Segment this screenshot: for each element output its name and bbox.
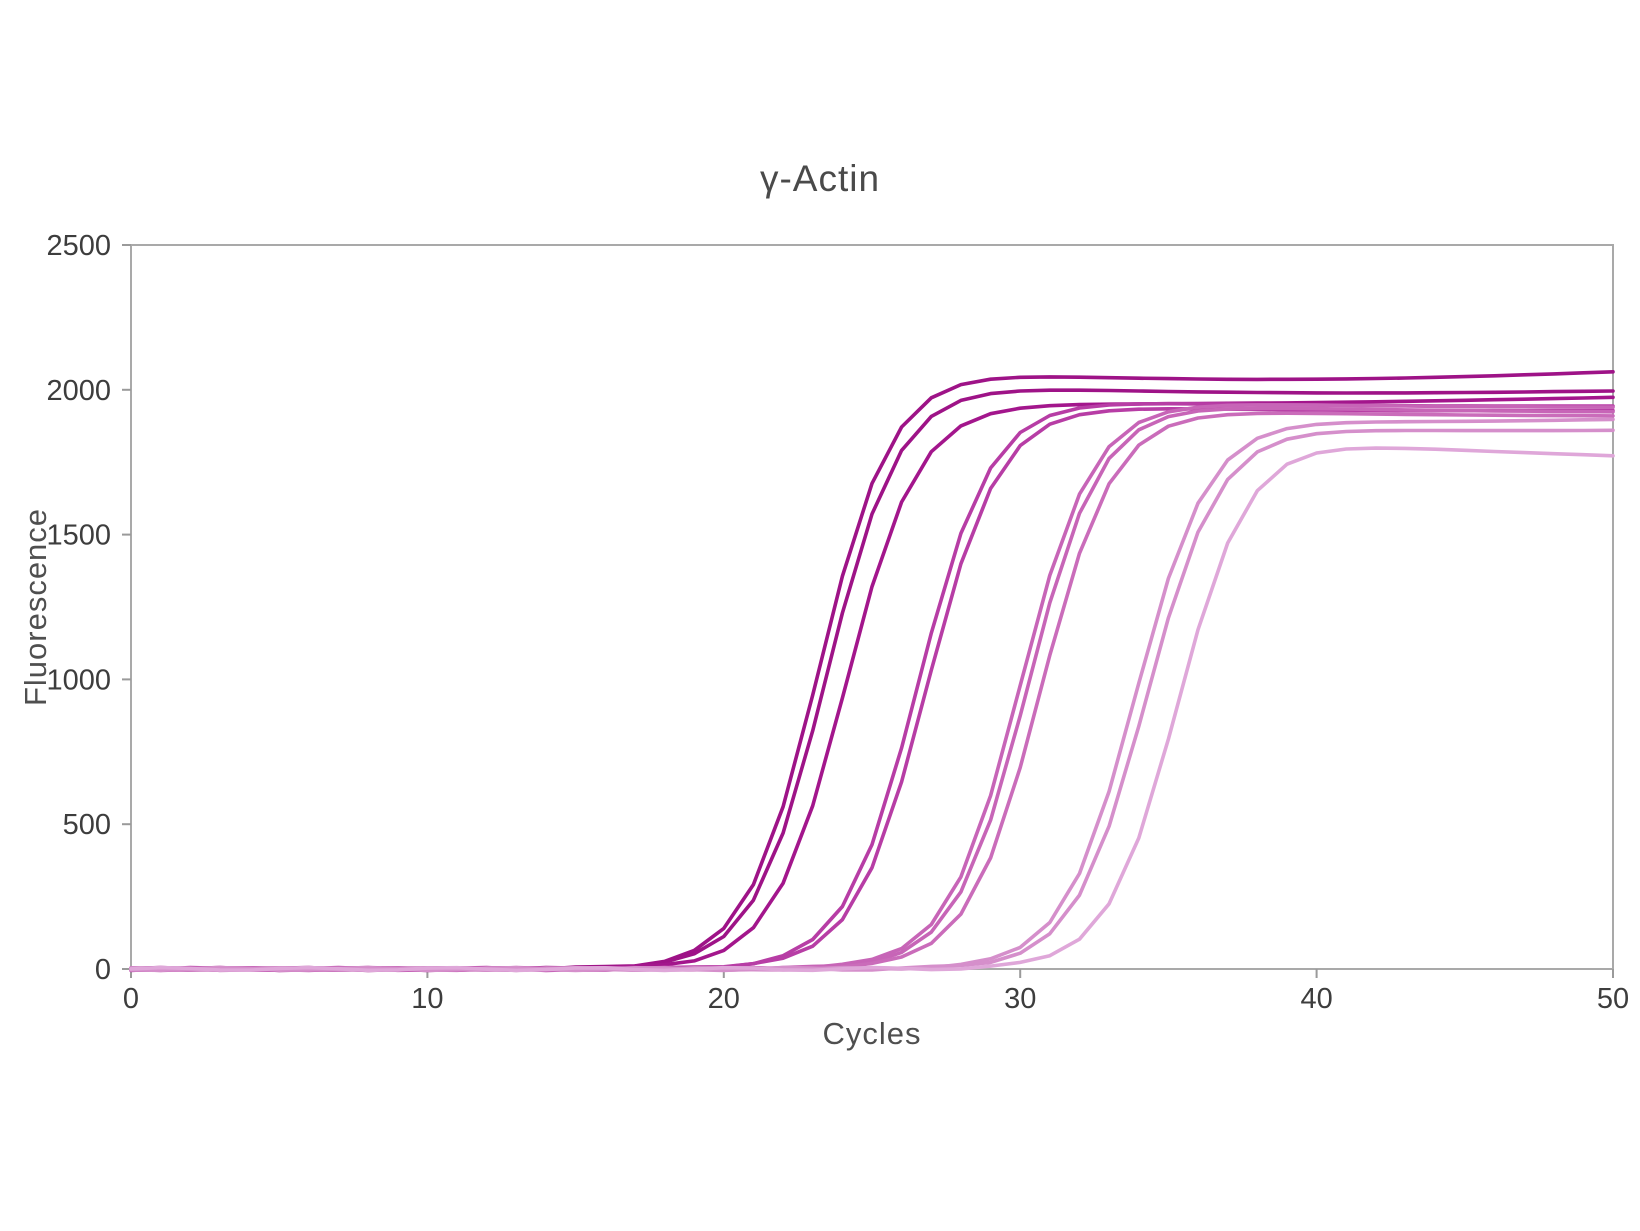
x-tick-label: 0	[123, 983, 139, 1015]
x-tick-label: 50	[1597, 983, 1629, 1015]
y-tick-label: 2500	[46, 230, 111, 262]
amplification-curve-6	[129, 403, 1615, 972]
y-tick-label: 0	[95, 954, 111, 986]
amplification-curve-10	[129, 428, 1615, 973]
y-tick-label: 500	[63, 809, 111, 841]
amplification-curve-7	[129, 406, 1615, 973]
amplification-curve-8	[129, 411, 1615, 972]
amplification-curve-2	[129, 388, 1615, 972]
x-tick-label: 30	[1004, 983, 1036, 1015]
amplification-curve-5	[129, 407, 1615, 973]
x-tick-label: 40	[1300, 983, 1332, 1015]
y-tick-label: 2000	[46, 375, 111, 407]
x-tick-label: 10	[411, 983, 443, 1015]
y-tick-label: 1500	[46, 520, 111, 552]
amplification-curve-11	[129, 446, 1615, 973]
x-tick-label: 20	[708, 983, 740, 1015]
amplification-curve-1	[129, 370, 1615, 973]
chart-title: γ-Actin	[759, 158, 881, 199]
y-axis-title: Fluorescence	[18, 507, 53, 707]
amplification-curve-9	[129, 417, 1615, 972]
x-axis-title: Cycles	[822, 1016, 922, 1051]
plot-border	[130, 244, 1614, 970]
y-tick-label: 1000	[46, 664, 111, 696]
